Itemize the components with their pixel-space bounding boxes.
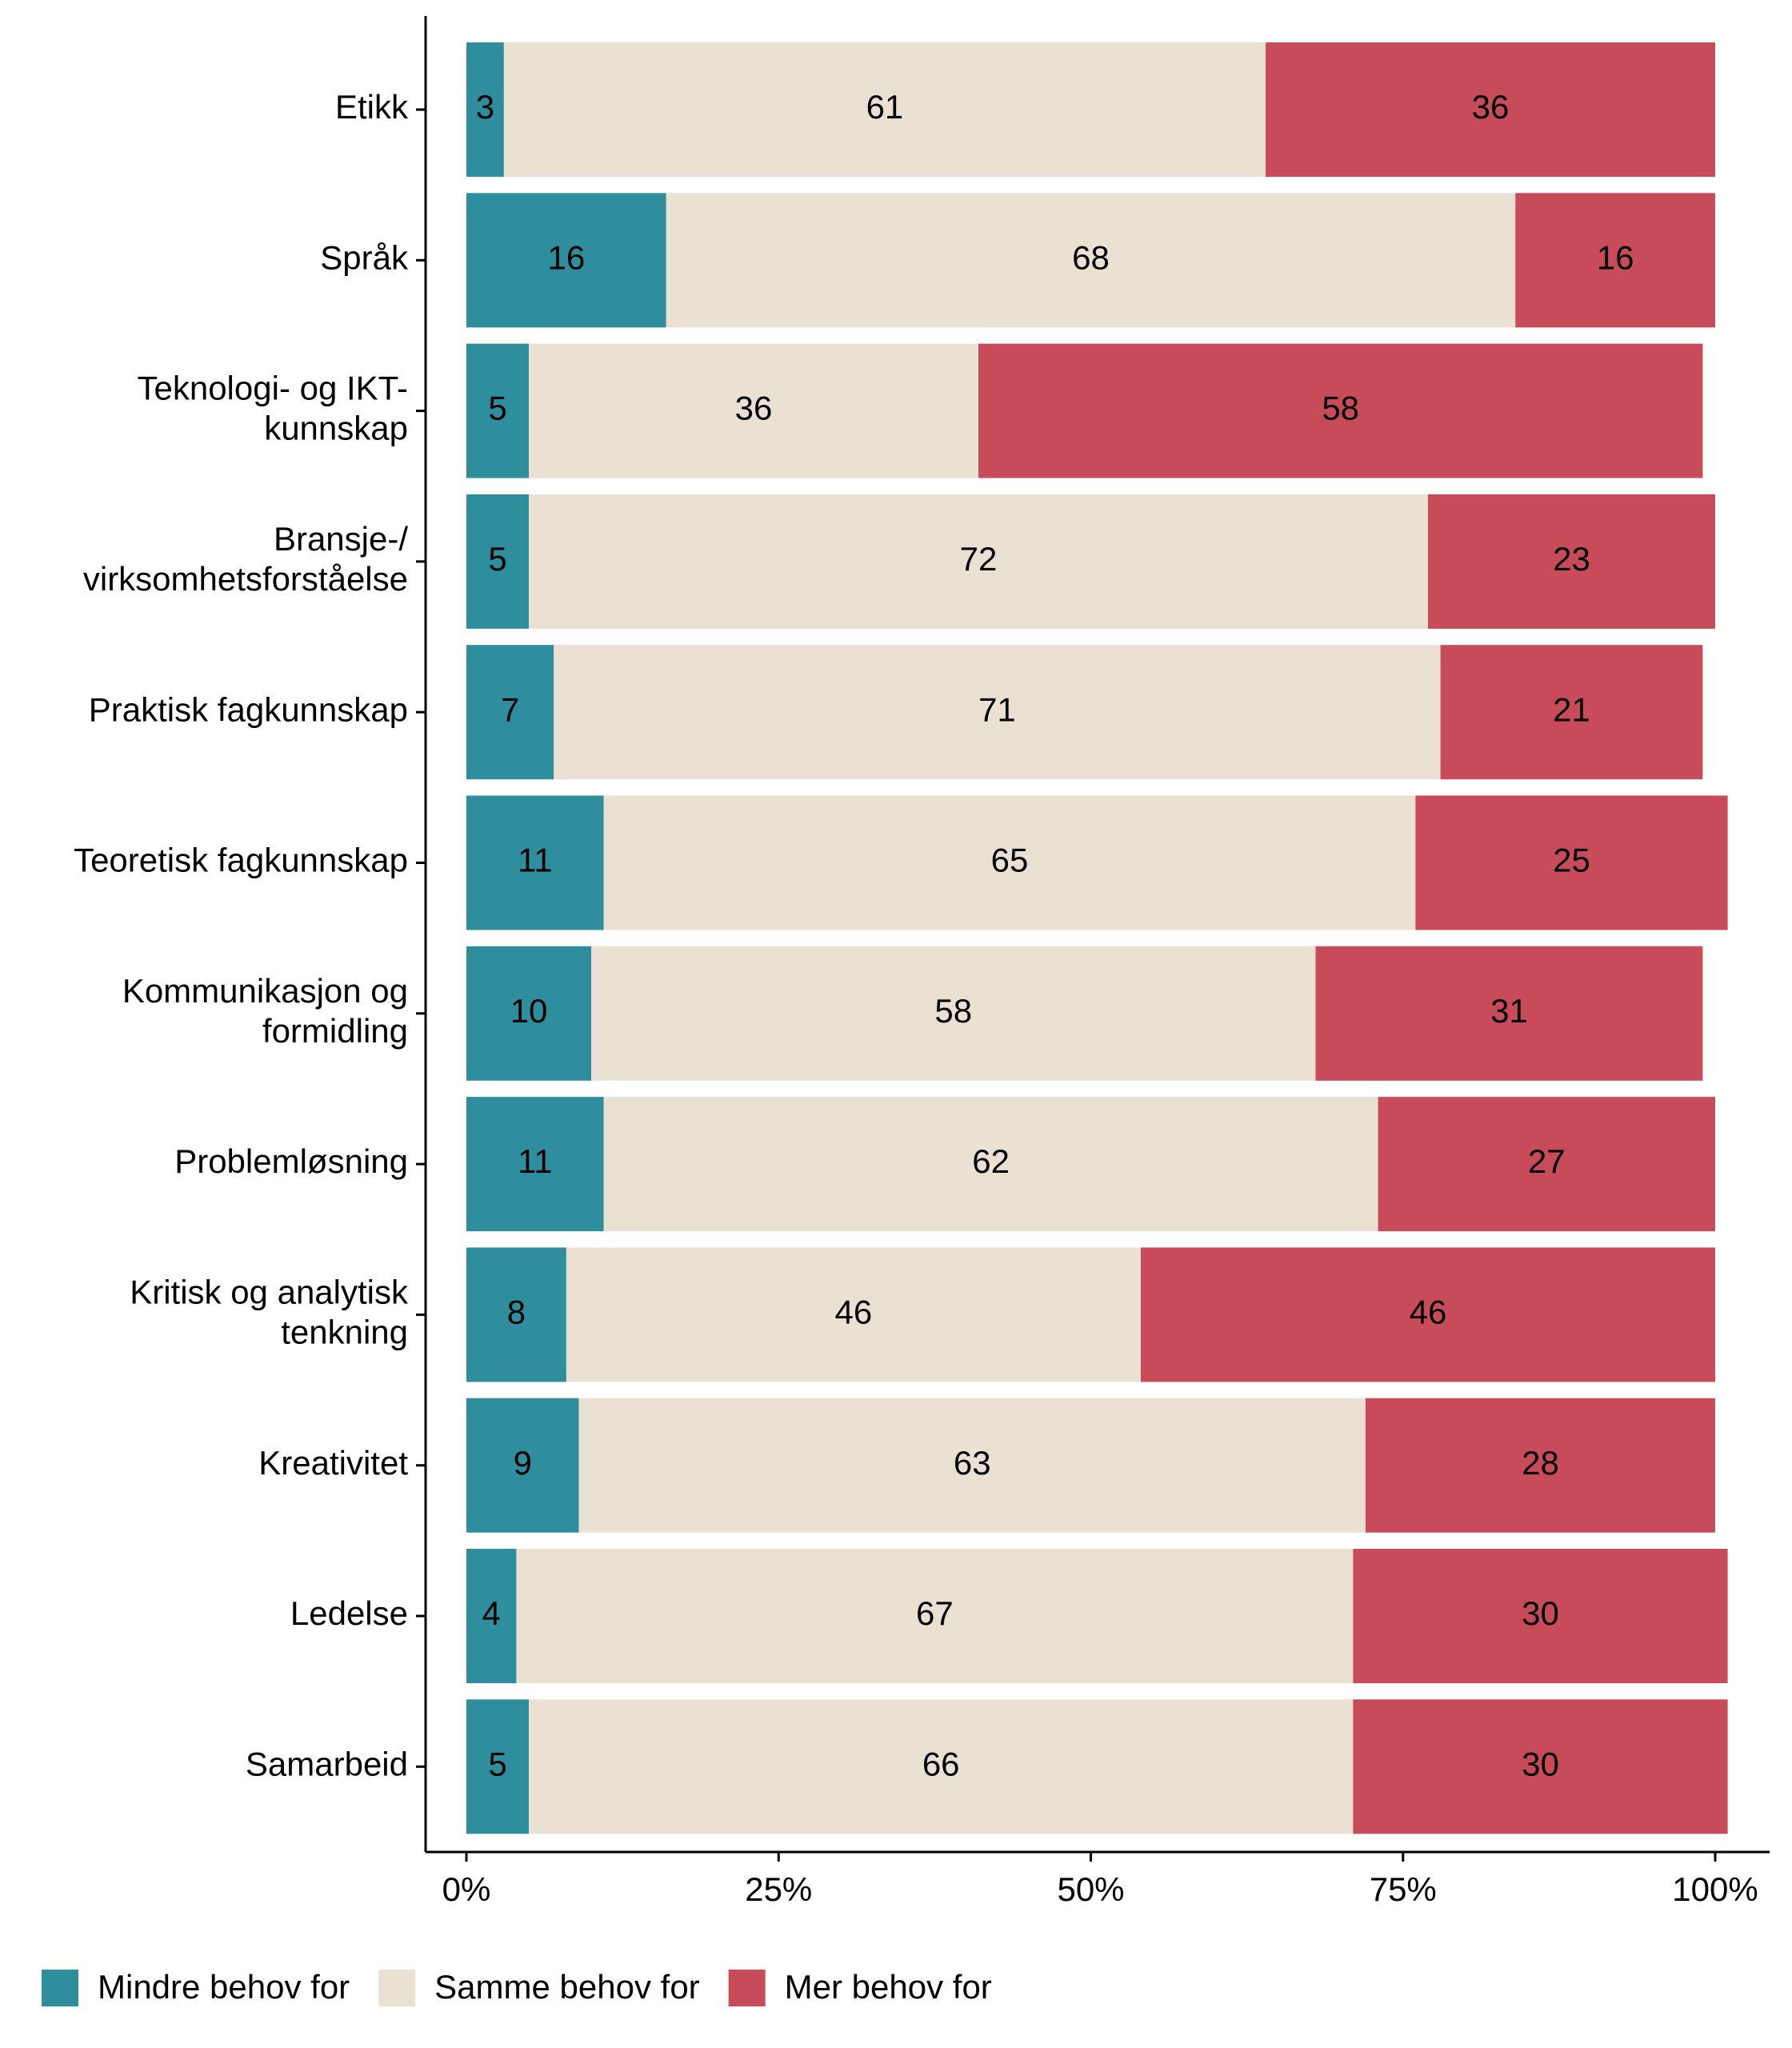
legend-swatch [42,1970,78,2006]
value-label: 11 [518,842,553,879]
bar-segment [466,343,530,478]
y-tick-label: Etikk [335,88,409,126]
bar-segment [1415,795,1728,930]
bar-segment [566,1247,1141,1382]
bar-segment [1365,1398,1715,1533]
bar-segment [529,1699,1354,1834]
y-tick-label: Språk [320,238,409,276]
bar-segment [466,1549,517,1683]
bar-segment [1140,1247,1715,1382]
value-label: 5 [488,540,506,578]
value-label: 36 [735,390,773,427]
value-label: 68 [1072,238,1110,276]
bar-segment [529,494,1428,629]
bar-segment [1353,1549,1728,1683]
value-label: 5 [488,390,506,427]
x-tick-label: 0% [442,1870,491,1908]
bar-segment [666,193,1516,328]
value-label: 16 [548,238,586,276]
x-tick-label: 25% [745,1870,812,1908]
legend-swatch [728,1970,766,2006]
y-tick-label: Ledelse [290,1594,408,1632]
value-label: 3 [476,88,494,126]
value-label: 46 [835,1293,873,1330]
bar-segment [603,1097,1378,1232]
bar-segment [1515,193,1715,328]
legend-label: Mer behov for [785,1968,992,2006]
y-tick-label: Teknologi- og IKT-kunnskap [137,370,408,447]
x-tick-label: 75% [1370,1870,1437,1908]
value-label: 31 [1490,992,1528,1030]
value-label: 21 [1553,690,1590,728]
value-label: 58 [934,992,972,1030]
y-tick-label: Problemløsning [174,1142,408,1180]
value-label: 11 [518,1142,553,1180]
bar-segment [1315,946,1703,1081]
bar-segment [1427,494,1715,629]
bar-segment [503,42,1266,177]
bar-segment [466,946,592,1081]
value-label: 72 [960,540,998,578]
y-tick-label: Teoretisk fagkunnskap [74,842,408,879]
y-tick-label: Kritisk og analytisk tenkning [130,1273,409,1350]
bar-segment [466,42,504,177]
bar-segment [466,795,604,930]
y-tick-label: Praktisk fagkunnskap [89,690,408,728]
bar-segment [1266,42,1715,177]
bar-segment [1378,1097,1715,1232]
value-label: 7 [501,690,519,728]
value-label: 30 [1522,1594,1559,1632]
value-label: 8 [507,1293,526,1330]
x-tick-label: 50% [1057,1870,1124,1908]
bar-segment [1353,1699,1728,1834]
value-label: 67 [916,1594,954,1632]
bar-segment [466,645,554,780]
bar-segment [1440,645,1703,780]
value-label: 36 [1472,88,1510,126]
bar-segment [466,1247,566,1382]
legend-swatch [378,1970,416,2006]
value-label: 30 [1522,1745,1559,1782]
value-label: 62 [972,1142,1010,1180]
bar-segment [466,1097,604,1232]
value-label: 58 [1322,390,1359,427]
value-label: 61 [866,88,904,126]
value-label: 63 [954,1444,991,1482]
value-label: 27 [1528,1142,1566,1180]
y-tick-label: Bransje-/virksomhetsforståelse [83,520,408,598]
value-label: 16 [1597,238,1634,276]
value-label: 23 [1553,540,1590,578]
value-label: 65 [991,842,1029,879]
y-tick-label: Samarbeid [246,1745,408,1782]
value-label: 25 [1553,842,1590,879]
value-label: 66 [922,1745,960,1782]
bar-segment [554,645,1441,780]
value-label: 71 [978,690,1016,728]
bar-segment [591,946,1316,1081]
value-label: 10 [510,992,548,1030]
y-tick-label: Kreativitet [258,1444,408,1482]
bar-segment [466,1699,530,1834]
legend-label: Samme behov for [434,1968,700,2006]
bar-segment [466,1398,579,1533]
bar-segment [466,193,666,328]
x-tick-label: 100% [1672,1870,1758,1908]
value-label: 46 [1410,1293,1447,1330]
value-label: 4 [482,1594,501,1632]
y-tick-label: Kommunikasjon og formidling [122,972,408,1050]
value-label: 9 [514,1444,532,1482]
value-label: 28 [1522,1444,1559,1482]
bar-segment [516,1549,1354,1683]
bar-segment [578,1398,1366,1533]
bar-segment [466,494,530,629]
bar-segment [529,343,979,478]
bar-segment [603,795,1416,930]
value-label: 5 [488,1745,506,1782]
bar-segment [978,343,1703,478]
legend-label: Mindre behov for [98,1968,350,2006]
